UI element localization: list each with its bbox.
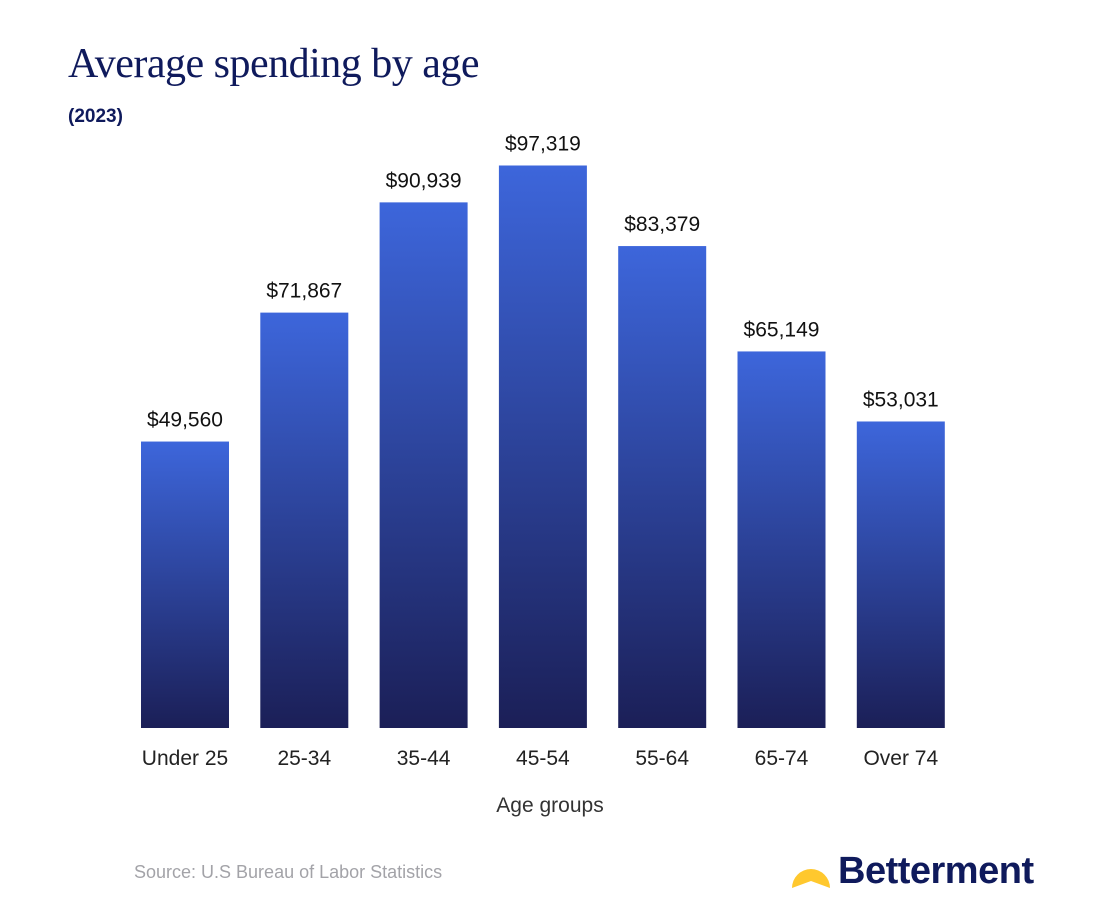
x-tick-label: 55-64 (635, 747, 689, 770)
data-label: $83,379 (624, 213, 700, 236)
data-label: $53,031 (863, 388, 939, 411)
data-label: $71,867 (266, 280, 342, 303)
x-tick-label: 45-54 (516, 747, 570, 770)
bar-35-44 (379, 202, 468, 729)
x-tick-label: Over 74 (863, 747, 938, 770)
x-tick-label: 25-34 (277, 747, 331, 770)
bar-under-25 (141, 441, 229, 728)
bar-over-74 (856, 421, 945, 728)
data-label: $90,939 (386, 169, 462, 192)
bar-25-34 (260, 312, 349, 728)
chart-title: Average spending by age (68, 41, 480, 87)
bar-55-64 (618, 246, 707, 728)
x-tick-label: Under 25 (142, 747, 228, 770)
data-label: $97,319 (505, 132, 581, 155)
bar-65-74 (737, 351, 826, 728)
data-label: $49,560 (147, 409, 223, 432)
chart-subtitle: (2023) (68, 106, 123, 127)
x-tick-label: 35-44 (397, 747, 451, 770)
bar-chart: $49,560 Under 25 $71,867 25-34 $90,939 35-44 $… (141, 132, 945, 817)
x-axis-label: Age groups (496, 794, 603, 817)
data-label: $65,149 (744, 318, 820, 341)
x-tick-label: 65-74 (755, 747, 809, 770)
sun-logo-icon (792, 868, 830, 888)
logo-text: Betterment (838, 850, 1034, 892)
bar-45-54 (498, 165, 587, 728)
betterment-logo: Betterment (790, 850, 1034, 893)
source-note: Source: U.S Bureau of Labor Statistics (134, 862, 443, 882)
